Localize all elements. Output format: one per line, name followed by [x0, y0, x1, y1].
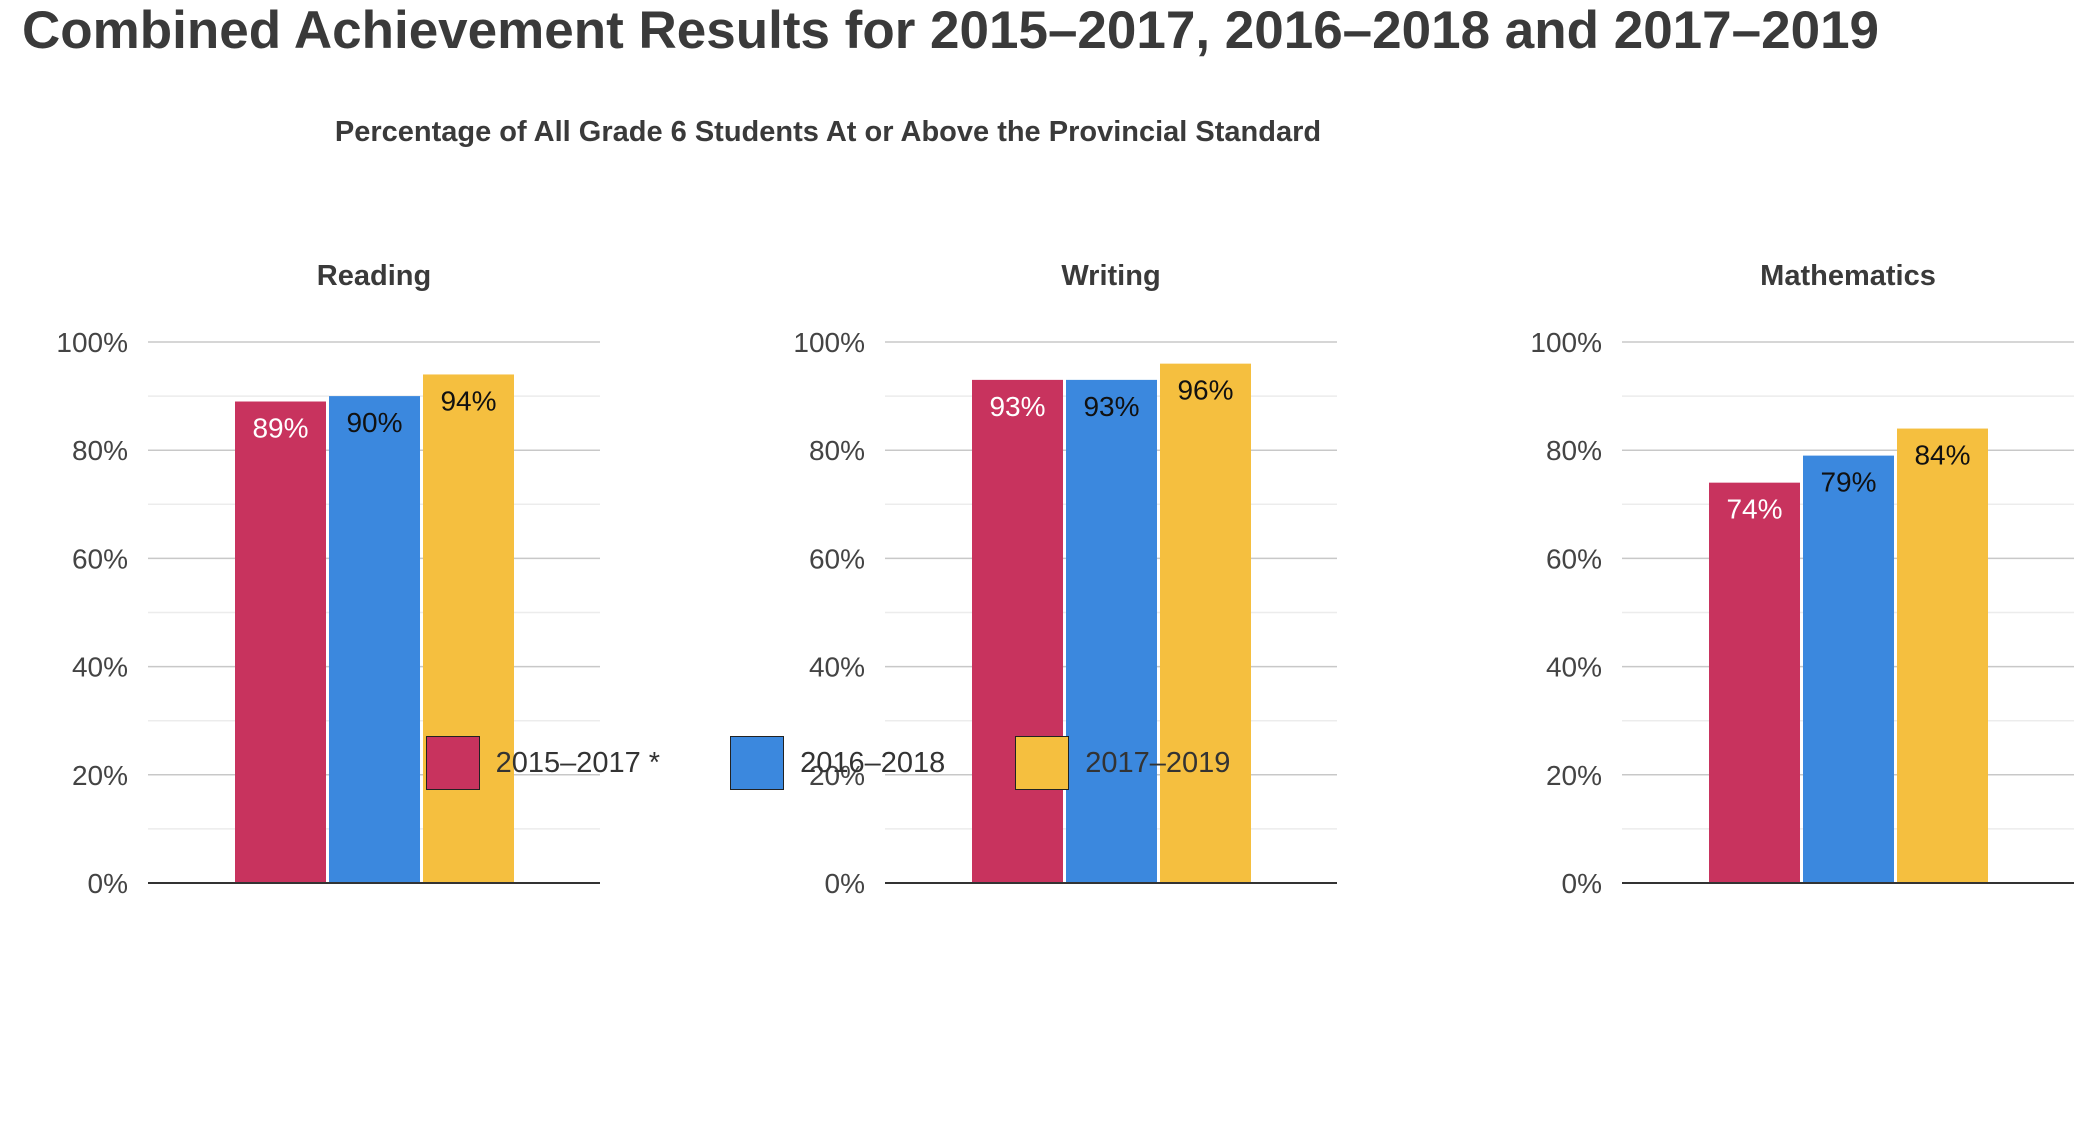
bar-value-label: 94%	[440, 385, 496, 416]
legend-swatch-series-1	[425, 736, 480, 790]
legend-label-series-1: 2015–2017 *	[495, 746, 661, 779]
panel-title: Writing	[1061, 260, 1160, 292]
chart-subtitle: Percentage of All Grade 6 Students At or…	[334, 116, 1322, 148]
bar-2	[1066, 379, 1157, 883]
y-tick-label: 100%	[56, 327, 128, 358]
bar-3	[423, 374, 514, 883]
bar-1	[1709, 482, 1800, 883]
panel-mathematics: Mathematics 0% 20% 40% 60% 80% 100% 74% 79% 84%	[1530, 260, 2074, 899]
bar-value-label: 90%	[346, 407, 402, 438]
bar-1	[235, 401, 326, 883]
legend-item-series-1: 2015–2017 *	[425, 736, 661, 790]
bar-1	[972, 379, 1063, 883]
bar-value-label: 89%	[252, 413, 308, 444]
legend-swatch-series-2	[730, 736, 785, 790]
y-tick-label: 60%	[72, 543, 128, 574]
y-tick-label: 40%	[1546, 652, 1602, 683]
panel-title: Mathematics	[1760, 260, 1936, 292]
legend-item-series-2: 2016–2018	[730, 736, 945, 790]
legend-swatch-series-3	[1015, 736, 1070, 790]
legend: 2015–2017 * 2016–2018 2017–2019	[0, 736, 1656, 790]
y-tick-label: 60%	[1546, 543, 1602, 574]
bar-2	[329, 396, 420, 883]
legend-label-series-2: 2016–2018	[800, 746, 946, 779]
legend-label-series-3: 2017–2019	[1085, 746, 1231, 779]
y-tick-label: 80%	[72, 435, 128, 466]
y-tick-label: 40%	[72, 652, 128, 683]
bar-value-label: 93%	[1083, 391, 1139, 422]
y-tick-label: 0%	[88, 868, 128, 899]
y-tick-label: 0%	[825, 868, 865, 899]
y-tick-label: 20%	[1546, 760, 1602, 791]
y-tick-label: 100%	[793, 327, 865, 358]
bar-value-label: 93%	[989, 391, 1045, 422]
bar-value-label: 84%	[1914, 440, 1970, 471]
y-tick-label: 60%	[809, 543, 865, 574]
panel-title: Reading	[317, 260, 431, 292]
y-tick-label: 20%	[72, 760, 128, 791]
chart-title: Combined Achievement Results for 2015–20…	[22, 1, 1880, 60]
y-tick-label: 80%	[1546, 435, 1602, 466]
bar-value-label: 74%	[1726, 494, 1782, 525]
bar-value-label: 96%	[1177, 375, 1233, 406]
y-tick-label: 100%	[1530, 327, 1602, 358]
y-tick-label: 20%	[809, 760, 865, 791]
y-tick-label: 0%	[1562, 868, 1602, 899]
y-tick-label: 80%	[809, 435, 865, 466]
panel-reading: Reading 0% 20% 40% 60% 80% 100% 89% 90% 94%	[56, 260, 600, 899]
bar-value-label: 79%	[1820, 467, 1876, 498]
panel-writing: Writing 0% 20% 40% 60% 80% 100% 93% 93% 96%	[793, 260, 1337, 899]
bar-3	[1897, 428, 1988, 883]
bar-3	[1160, 363, 1251, 883]
legend-item-series-3: 2017–2019	[1015, 736, 1230, 790]
y-tick-label: 40%	[809, 652, 865, 683]
bar-2	[1803, 455, 1894, 883]
